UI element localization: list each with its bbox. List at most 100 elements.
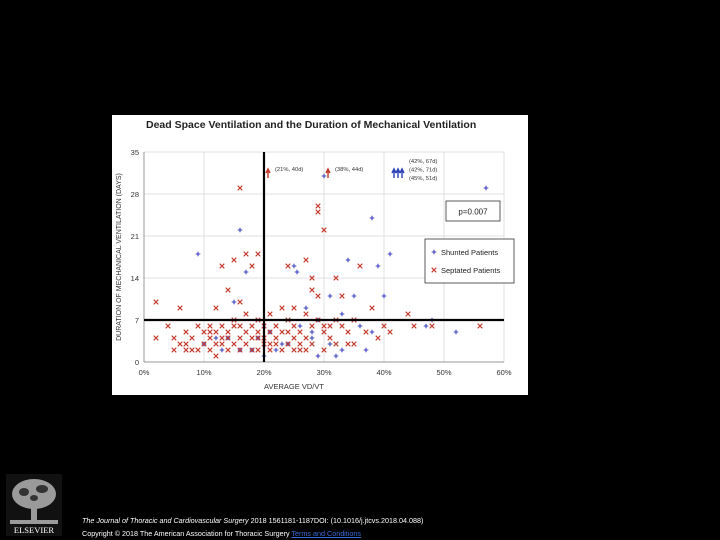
shunted-point [309, 329, 315, 335]
chart-title: Dead Space Ventilation and the Duration … [146, 119, 476, 131]
journal-name: The Journal of Thoracic and Cardiovascul… [82, 516, 249, 525]
septated-point [351, 341, 357, 347]
septated-point [297, 329, 303, 335]
septated-point [255, 329, 261, 335]
septated-point [345, 329, 351, 335]
x-tick-label: 10% [196, 368, 211, 377]
y-tick-label: 28 [131, 190, 139, 199]
copyright-line: Copyright © 2018 The American Associatio… [82, 527, 712, 540]
septated-point [309, 275, 315, 281]
septated-point [201, 329, 207, 335]
septated-point [291, 347, 297, 353]
septated-point [321, 329, 327, 335]
shunted-point [309, 335, 315, 341]
septated-point [189, 347, 195, 353]
shunted-point [273, 347, 279, 353]
shunted-point [363, 347, 369, 353]
septated-point [273, 341, 279, 347]
septated-point [369, 305, 375, 311]
shunted-point [219, 347, 225, 353]
legend-marker [431, 249, 437, 255]
septated-point [207, 347, 213, 353]
x-tick-label: 60% [496, 368, 511, 377]
shunted-point [339, 347, 345, 353]
septated-point [339, 323, 345, 329]
annotation-arrow-icon [395, 167, 401, 178]
septated-point [291, 323, 297, 329]
septated-point [183, 329, 189, 335]
logo-wordmark: ELSEVIER [14, 525, 54, 535]
septated-point [291, 335, 297, 341]
septated-point [291, 305, 297, 311]
septated-point [237, 323, 243, 329]
chart-panel: Dead Space Ventilation and the Duration … [112, 115, 528, 395]
septated-point [177, 305, 183, 311]
septated-point [267, 311, 273, 317]
y-tick-label: 35 [131, 148, 139, 157]
y-axis-label: DURATION OF MECHANICAL VENTILATION (DAYS… [116, 173, 123, 341]
annotation-label: (42%, 71d) [409, 168, 437, 174]
septated-point [189, 335, 195, 341]
shunted-point [327, 293, 333, 299]
shunted-point [339, 311, 345, 317]
septated-point [243, 251, 249, 257]
septated-point [477, 323, 483, 329]
septated-point [213, 305, 219, 311]
septated-point [171, 335, 177, 341]
legend-marker [431, 267, 437, 273]
shunted-point [321, 173, 327, 179]
septated-point [213, 353, 219, 359]
shunted-point [291, 263, 297, 269]
septated-point [231, 323, 237, 329]
septated-point [207, 323, 213, 329]
septated-point [411, 323, 417, 329]
legend-label: Shunted Patients [441, 248, 498, 257]
septated-point [243, 329, 249, 335]
septated-point [339, 293, 345, 299]
septated-point [231, 257, 237, 263]
septated-point [333, 275, 339, 281]
septated-point [219, 335, 225, 341]
shunted-point [453, 329, 459, 335]
septated-point [153, 335, 159, 341]
septated-point [273, 335, 279, 341]
septated-point [153, 299, 159, 305]
septated-point [219, 323, 225, 329]
septated-point [309, 341, 315, 347]
annotation-arrow-icon [399, 167, 405, 178]
septated-point [375, 335, 381, 341]
shunted-point [279, 341, 285, 347]
shunted-point [483, 185, 489, 191]
septated-point [195, 347, 201, 353]
y-tick-label: 14 [131, 274, 139, 283]
elsevier-tree-icon: ELSEVIER [6, 474, 62, 536]
septated-point [363, 329, 369, 335]
septated-point [309, 287, 315, 293]
septated-point [333, 341, 339, 347]
septated-point [321, 347, 327, 353]
septated-point [279, 329, 285, 335]
septated-point [285, 263, 291, 269]
terms-link[interactable]: Terms and Conditions [291, 529, 361, 538]
septated-point [207, 335, 213, 341]
x-tick-label: 30% [316, 368, 331, 377]
shunted-point [369, 329, 375, 335]
septated-point [327, 323, 333, 329]
septated-point [249, 263, 255, 269]
septated-point [249, 335, 255, 341]
citation-line: The Journal of Thoracic and Cardiovascul… [82, 514, 712, 527]
shunted-point [351, 293, 357, 299]
septated-point [309, 323, 315, 329]
shunted-point [294, 269, 300, 275]
footer: The Journal of Thoracic and Cardiovascul… [82, 514, 712, 540]
shunted-point [327, 341, 333, 347]
septated-point [297, 347, 303, 353]
shunted-point [381, 293, 387, 299]
shunted-point [423, 323, 429, 329]
shunted-point [315, 353, 321, 359]
copyright-text: Copyright © 2018 The American Associatio… [82, 529, 292, 538]
annotation-arrow-icon [325, 167, 331, 178]
annotation-label: (38%, 44d) [335, 167, 363, 173]
septated-point [213, 341, 219, 347]
y-tick-label: 21 [131, 232, 139, 241]
